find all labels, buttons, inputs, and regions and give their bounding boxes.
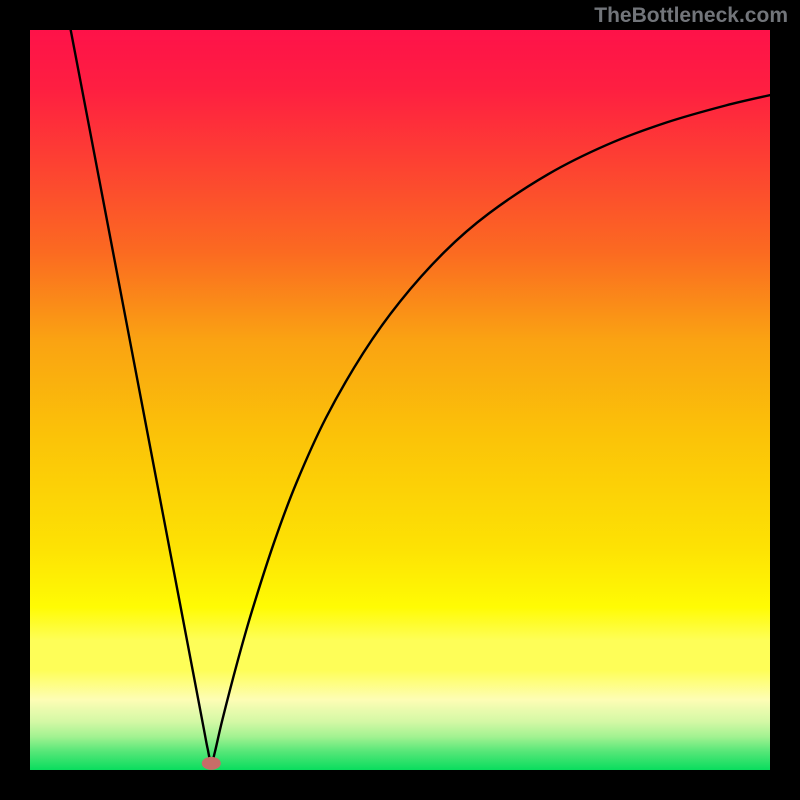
chart-svg bbox=[0, 0, 800, 800]
watermark-label: TheBottleneck.com bbox=[594, 4, 788, 28]
optimum-marker bbox=[202, 757, 220, 769]
chart-container: TheBottleneck.com bbox=[0, 0, 800, 800]
